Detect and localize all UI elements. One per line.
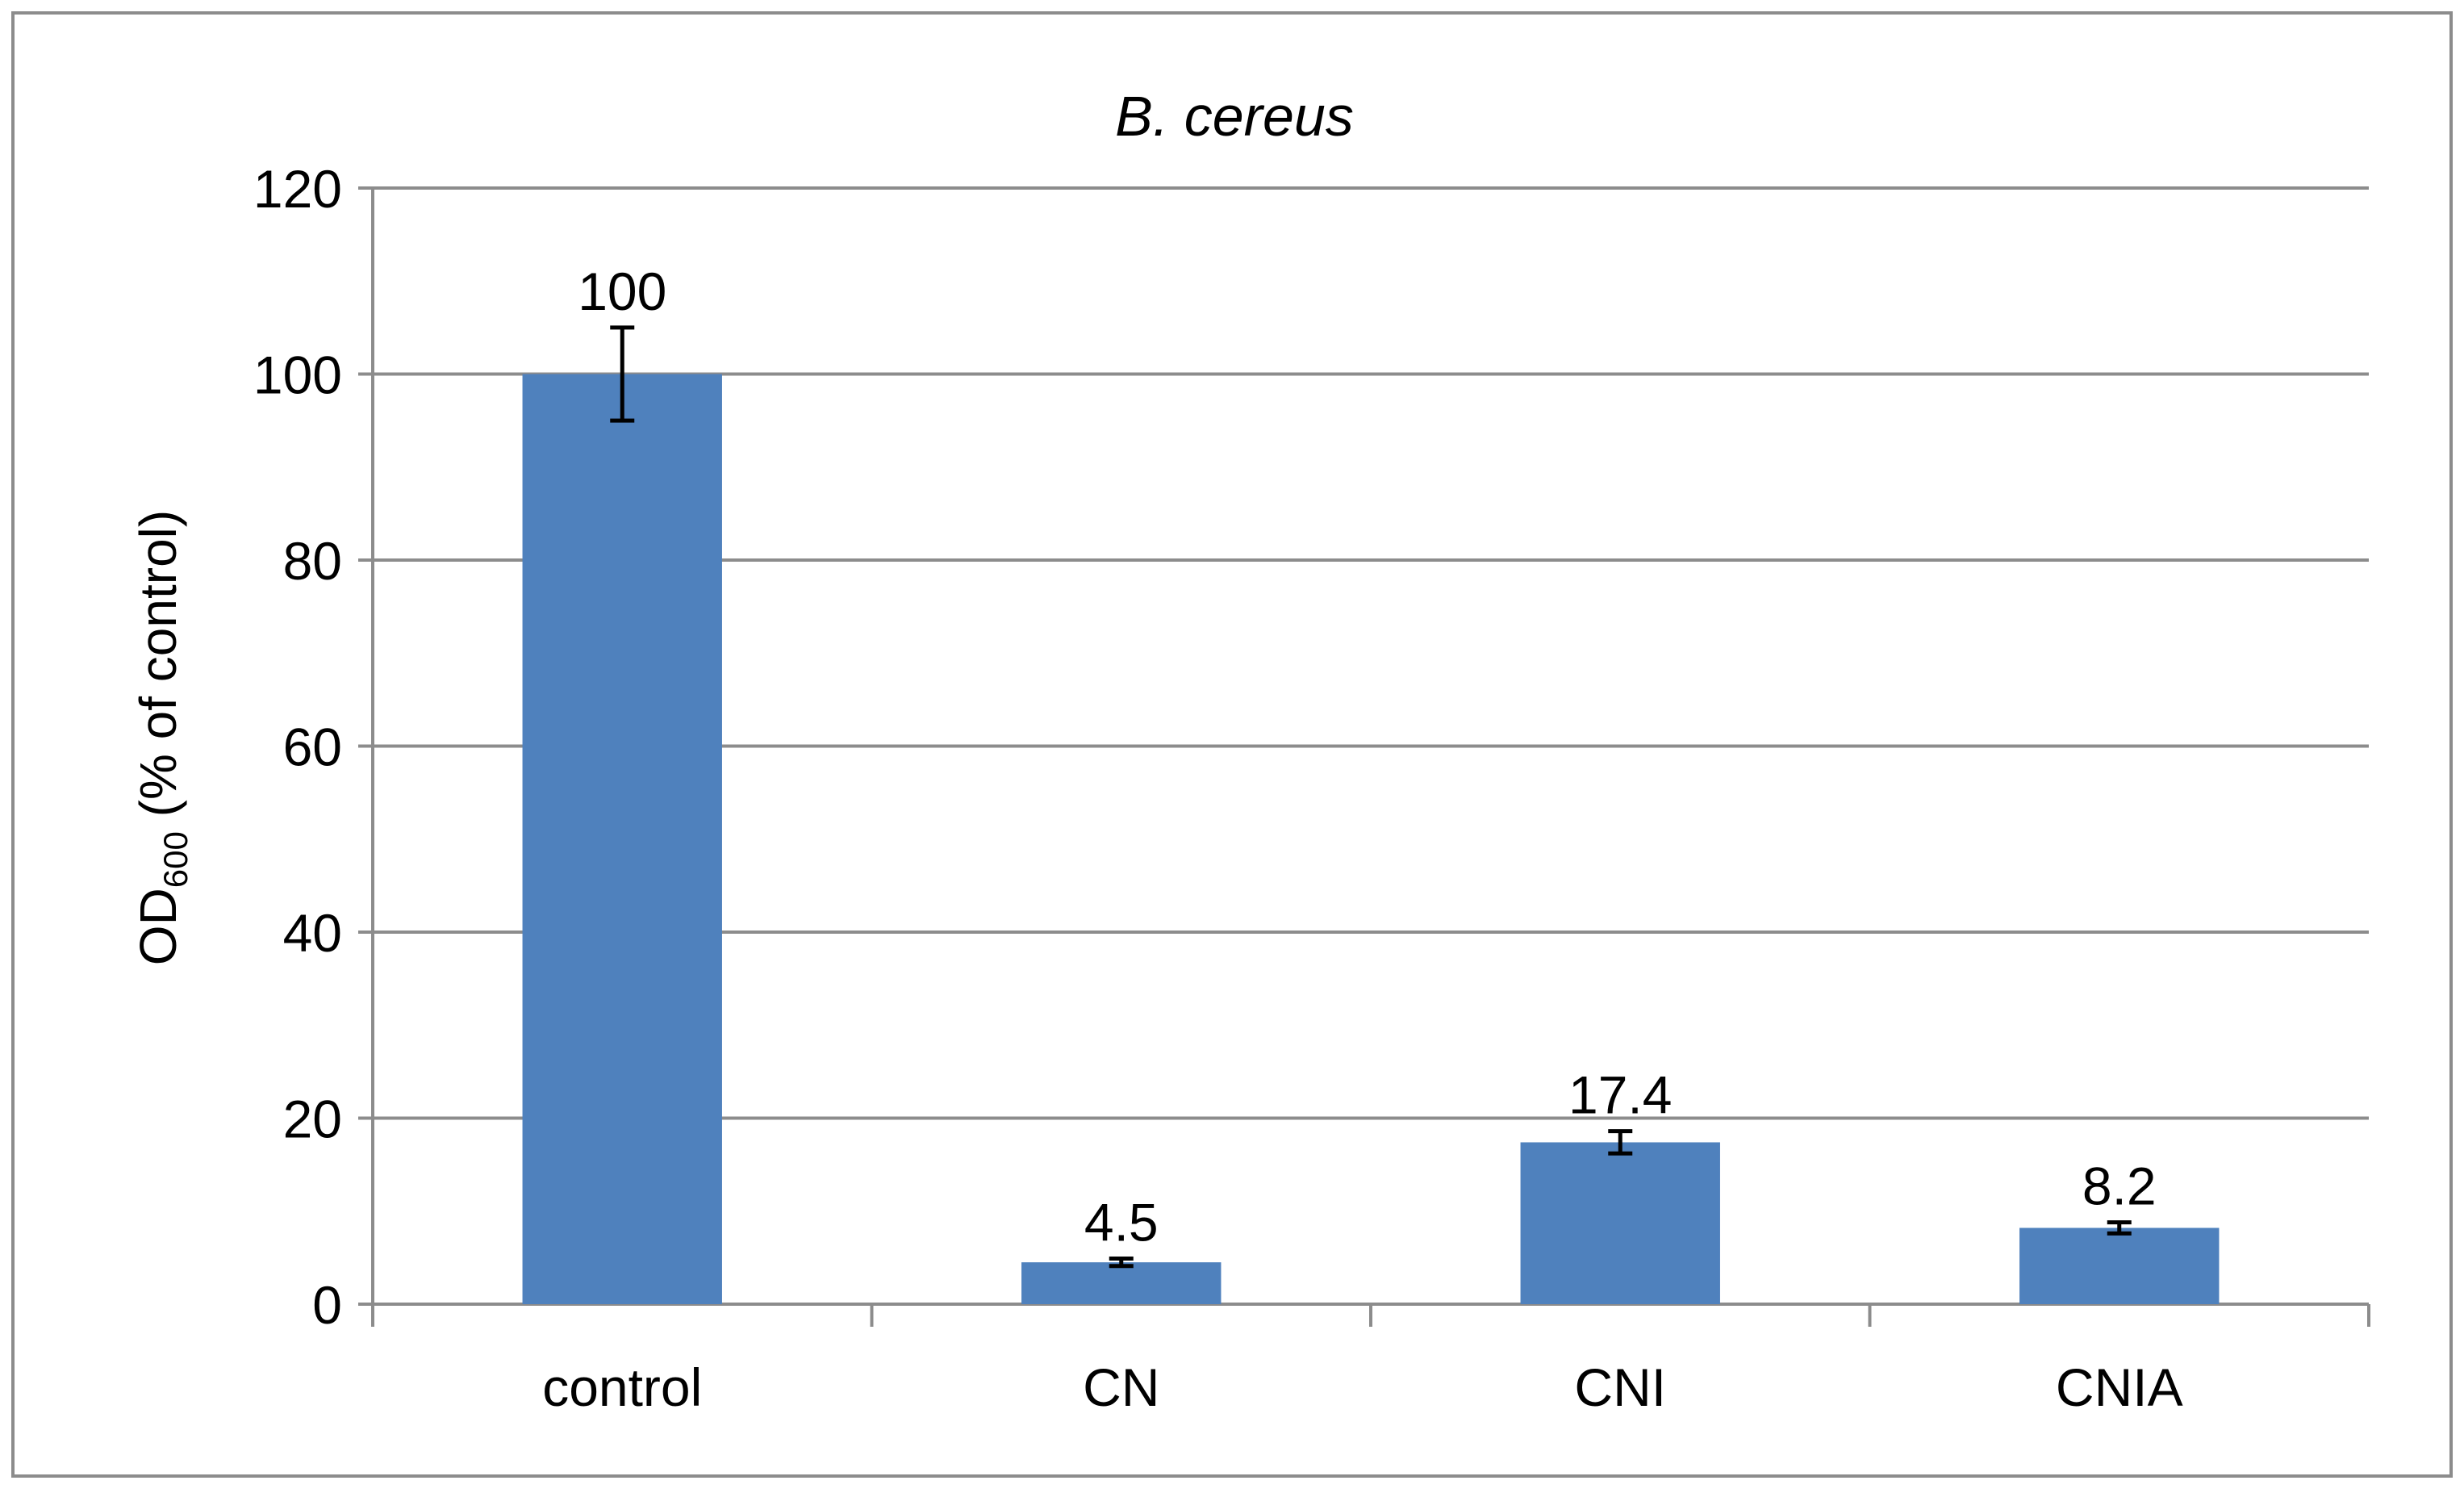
error-bars [610,325,2132,1269]
y-tick-label: 20 [283,1089,342,1149]
y-tick-label: 40 [283,903,342,963]
chart-title: B. cereus [1115,85,1354,148]
bar-cn [1021,1262,1222,1304]
data-label: 4.5 [1084,1193,1159,1253]
x-tick-label: CN [1083,1357,1159,1417]
y-axis-label-main: OD [129,888,187,965]
bars [522,374,2220,1304]
bar-control [522,374,722,1304]
data-label: 100 [578,261,666,321]
y-axis-label-rest: (% of control) [129,510,187,831]
x-tick-label: control [542,1357,702,1417]
x-tick-label: CNIA [2056,1357,2183,1417]
bar-cni [1520,1142,1720,1304]
bar-cnia [2019,1227,2220,1304]
y-tick-label: 80 [283,531,342,591]
y-tick-label: 0 [312,1275,342,1335]
y-axis-label: OD600 (% of control) [129,510,194,965]
x-tick-label: CNI [1574,1357,1666,1417]
data-label: 8.2 [2082,1156,2157,1216]
y-axis-label-subscript: 600 [157,831,194,888]
y-axis: 0 20 40 60 80 100 120 [253,159,374,1335]
data-labels: 100 4.5 17.4 8.2 [578,261,2156,1253]
data-label: 17.4 [1568,1065,1672,1125]
y-tick-label: 100 [253,345,342,405]
y-tick-label: 60 [283,717,342,777]
y-tick-label: 120 [253,159,342,219]
